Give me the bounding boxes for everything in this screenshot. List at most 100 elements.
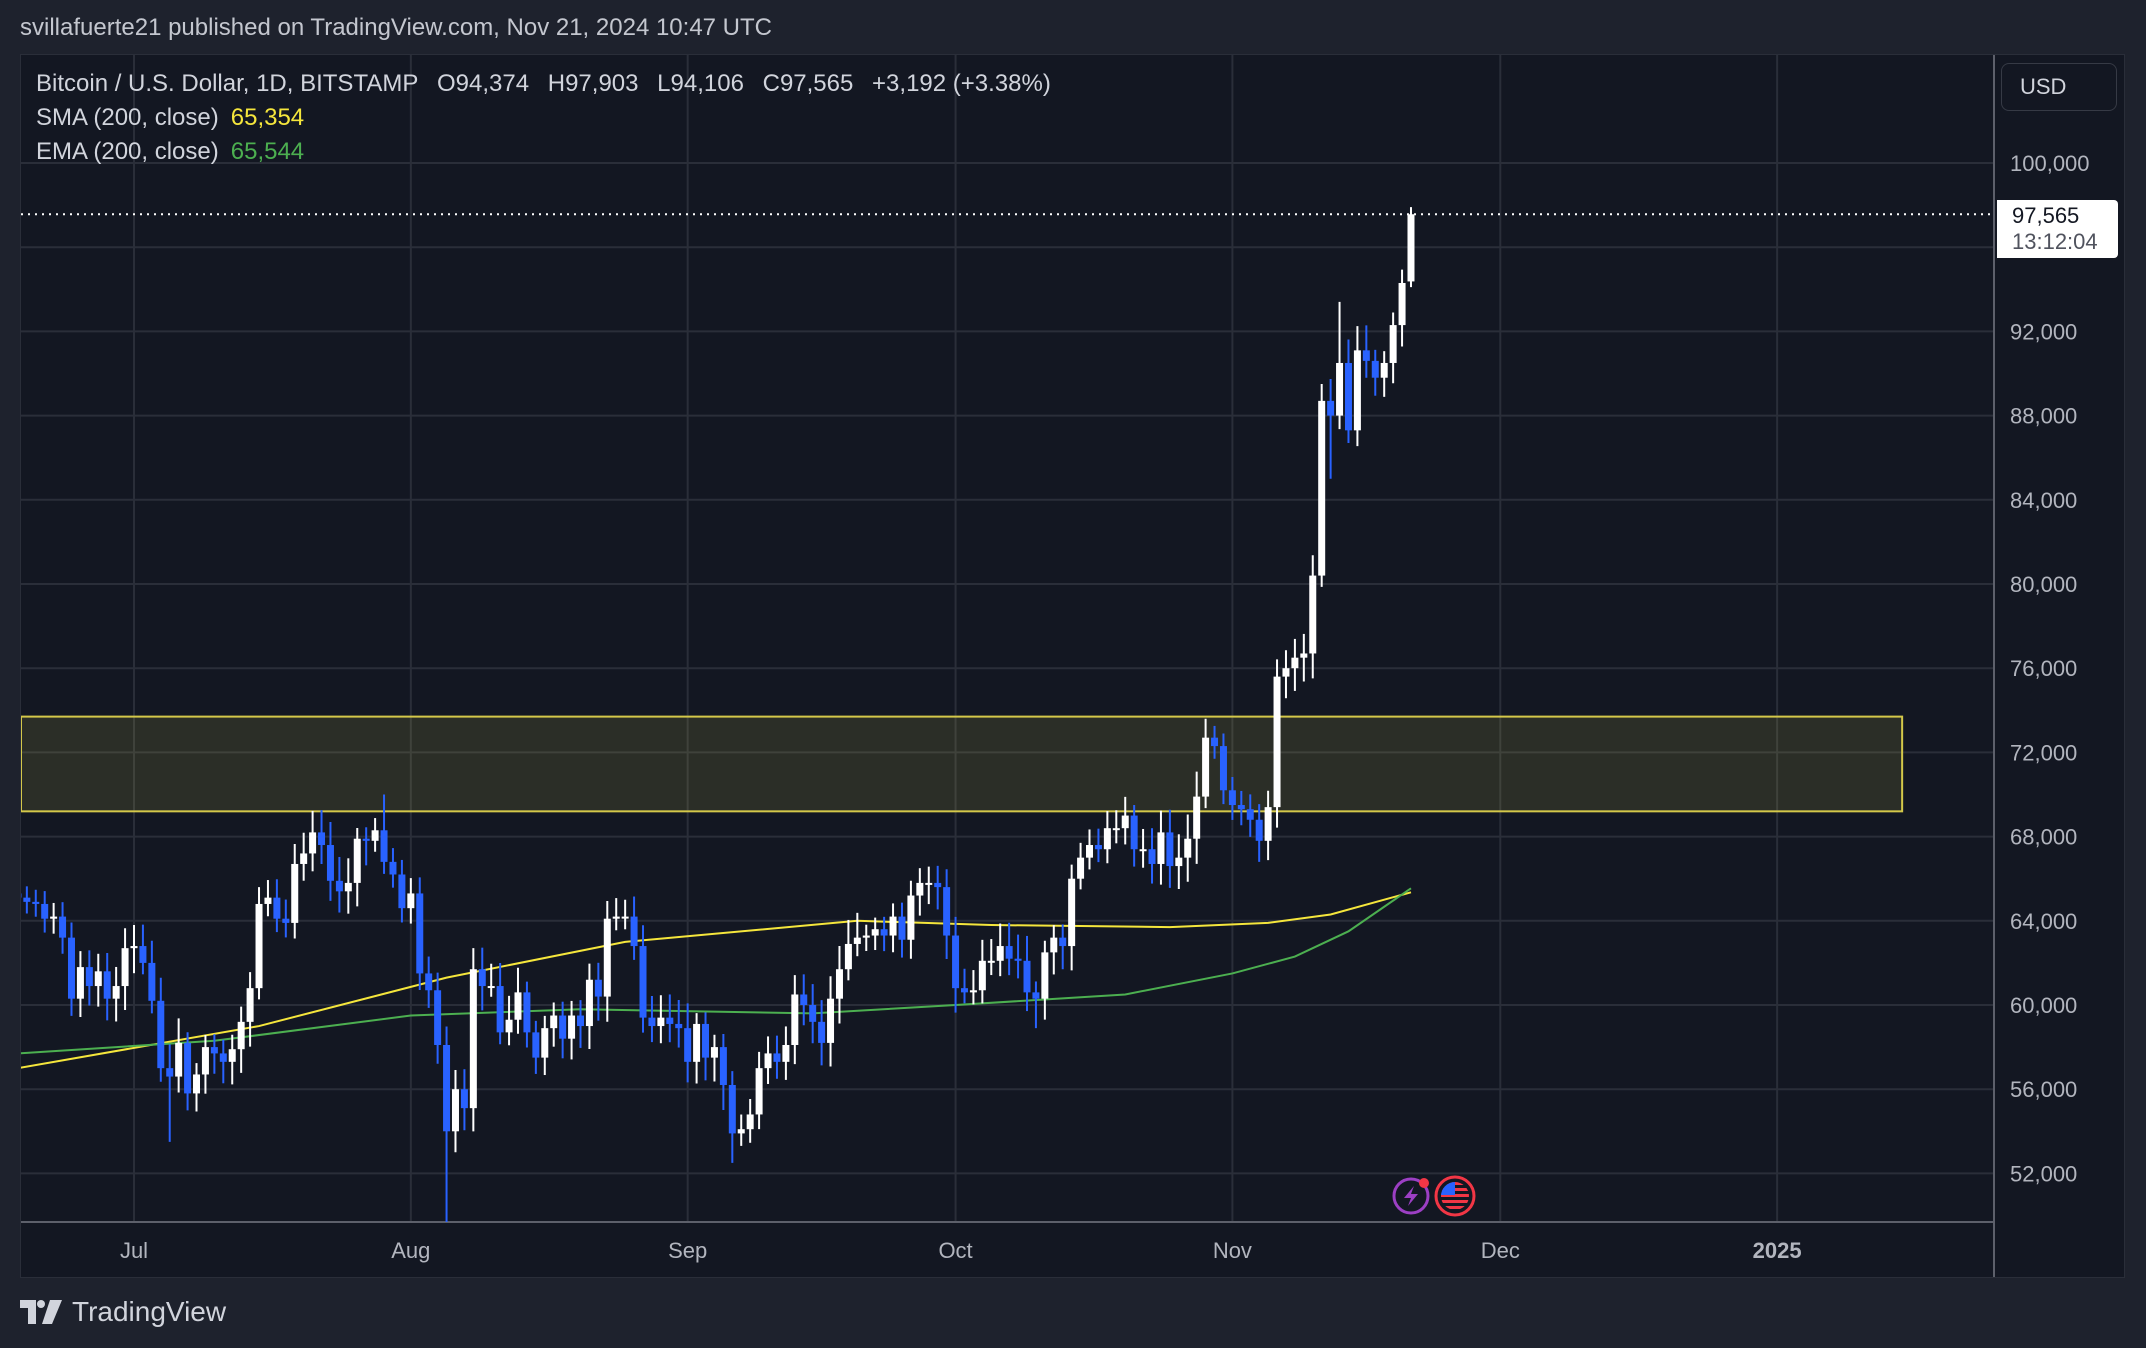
y-tick-label: 88,000 <box>2010 404 2077 429</box>
ohlc-change: +3,192 (+3.38%) <box>872 70 1051 97</box>
candle-up <box>835 969 843 999</box>
candle-down <box>800 994 808 1005</box>
sma-value: 65,354 <box>230 104 305 131</box>
x-tick-label: Dec <box>1481 1238 1520 1263</box>
candle-up <box>657 1017 665 1027</box>
sma-legend[interactable]: SMA (200, close) 65,354 <box>36 104 316 132</box>
candle-up <box>1157 832 1165 864</box>
ema-legend[interactable]: EMA (200, close) 65,544 <box>36 138 316 166</box>
candle-down <box>818 1021 826 1043</box>
x-tick-label: Jul <box>120 1238 148 1263</box>
candle-up <box>862 935 870 938</box>
candle-up <box>1121 815 1129 829</box>
candle-down <box>1344 362 1352 431</box>
candle-up <box>1309 575 1317 654</box>
candle-down <box>443 1044 451 1132</box>
candle-up <box>1407 214 1415 282</box>
x-tick-label: 2025 <box>1753 1238 1802 1263</box>
candle-up <box>1175 857 1183 867</box>
lightning-bolt <box>1403 1186 1418 1206</box>
currency-button[interactable]: USD <box>2001 63 2117 111</box>
y-tick-label: 72,000 <box>2010 740 2077 765</box>
ohlc-close: C97,565 <box>762 70 854 97</box>
candle-up <box>969 990 977 993</box>
candle-down <box>166 1068 174 1077</box>
candle-down <box>326 845 334 881</box>
candle-down <box>960 988 968 993</box>
candle-down <box>21 893 22 898</box>
candle-up <box>237 1021 245 1050</box>
candle-down <box>32 901 40 904</box>
candle-down <box>943 887 951 936</box>
chart-pane[interactable] <box>20 54 2125 1278</box>
y-tick-label: 56,000 <box>2010 1077 2077 1102</box>
candle-down <box>1219 746 1227 791</box>
candle-up <box>353 838 361 883</box>
candle-up <box>1353 350 1361 431</box>
y-tick-label: 64,000 <box>2010 909 2077 934</box>
candle-up <box>246 988 254 1022</box>
candle-down <box>773 1053 781 1062</box>
candle-down <box>1005 946 1013 959</box>
candle-up <box>94 971 102 987</box>
candle-up <box>1389 325 1397 363</box>
candle-up <box>1193 796 1201 839</box>
candle-up <box>916 882 924 896</box>
candle-up <box>585 979 593 1027</box>
candle-up <box>228 1049 236 1062</box>
candle-up <box>451 1089 459 1132</box>
candle-up <box>1139 849 1147 852</box>
candle-up <box>755 1068 763 1115</box>
candle-down <box>282 918 290 923</box>
candle-down <box>23 897 31 902</box>
tradingview-footer[interactable]: TradingView <box>20 1296 226 1328</box>
candle-up <box>1398 282 1406 326</box>
candle-up <box>827 998 835 1043</box>
candle-down <box>416 893 424 974</box>
symbol-legend: Bitcoin / U.S. Dollar, 1D, BITSTAMP O94,… <box>36 70 1063 98</box>
sma-label: SMA (200, close) <box>36 104 219 131</box>
candle-up <box>621 916 629 919</box>
y-tick-label: 76,000 <box>2010 656 2077 681</box>
candle-down <box>1255 819 1263 841</box>
x-tick-label: Aug <box>391 1238 430 1263</box>
candle-down <box>219 1053 227 1062</box>
candle-down <box>880 929 888 936</box>
candle-down <box>157 1000 165 1069</box>
candle-down <box>460 1089 468 1109</box>
ema-200-line <box>21 887 1412 1055</box>
candle-down <box>648 1017 656 1027</box>
y-tick-label: 100,000 <box>2010 151 2090 176</box>
candle-down <box>1246 809 1254 820</box>
candle-down <box>389 861 397 875</box>
flag-stripe <box>1440 1194 1469 1197</box>
y-tick-label: 60,000 <box>2010 993 2077 1018</box>
candle-down <box>1237 805 1245 810</box>
notification-dot <box>1418 1178 1429 1188</box>
candle-down <box>630 916 638 947</box>
candle-up <box>925 882 933 885</box>
candle-up <box>996 946 1004 961</box>
sma-200-line <box>21 891 1412 1069</box>
candle-up <box>1300 653 1308 658</box>
ohlc-low: L94,106 <box>657 70 744 97</box>
candle-up <box>344 882 352 892</box>
candle-up <box>487 986 495 989</box>
ema-value: 65,544 <box>230 138 305 165</box>
candle-down <box>67 937 75 999</box>
candle-down <box>184 1042 192 1094</box>
candle-down <box>398 874 406 909</box>
candle-down <box>210 1047 218 1054</box>
us-flag-icon <box>1434 1175 1476 1217</box>
candle-down <box>425 973 433 991</box>
candle-up <box>255 903 263 989</box>
candle-up <box>978 960 986 991</box>
candle-up <box>782 1044 790 1062</box>
candle-up <box>1184 838 1192 858</box>
candle-down <box>380 830 388 862</box>
candle-down <box>1148 849 1156 864</box>
candle-down <box>103 971 111 999</box>
candle-down <box>666 1017 674 1024</box>
candle-down <box>675 1023 683 1029</box>
